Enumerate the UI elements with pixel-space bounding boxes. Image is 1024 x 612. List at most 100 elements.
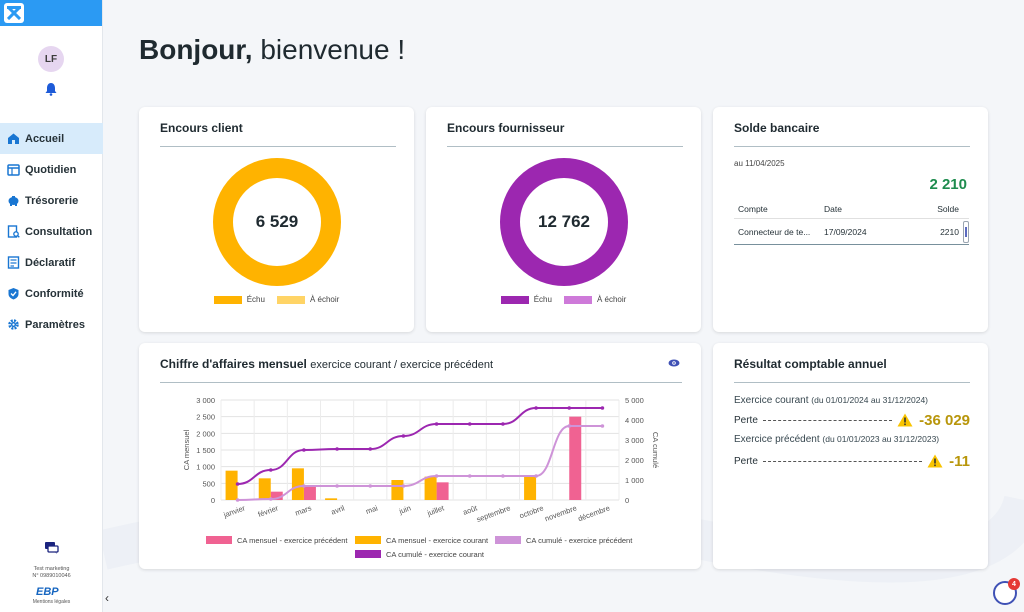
result-type: Perte (734, 414, 758, 426)
table-cell-compte: Connecteur de te... (738, 226, 811, 237)
y-tick-label: 0 (211, 496, 215, 505)
sidebar-item-conformite[interactable]: Conformité (0, 278, 103, 309)
sidebar-item-accueil[interactable]: Accueil (0, 123, 103, 154)
card-title: Résultat comptable annuel (734, 357, 887, 371)
table-row[interactable]: Connecteur de te... 17/09/2024 2210 (734, 219, 969, 245)
sidebar-item-parametres[interactable]: Paramètres (0, 309, 103, 340)
shield-check-icon (8, 288, 19, 300)
legend-item-a-echoir[interactable]: À échoir (276, 295, 339, 304)
chiffre-affaires-card: Chiffre d'affaires mensuel exercice cour… (139, 343, 701, 569)
chat-icon[interactable] (44, 541, 59, 555)
greeting-rest: bienvenue ! (252, 34, 406, 65)
data-point (302, 448, 306, 452)
page-title: Bonjour, bienvenue ! (139, 34, 405, 66)
y-tick-label: 2 000 (196, 429, 215, 438)
bar (391, 480, 404, 500)
result-amount: -11 (949, 452, 970, 470)
data-point (567, 424, 572, 428)
legend-item-echu[interactable]: Échu (500, 295, 552, 304)
document-search-icon (7, 225, 20, 238)
bar (258, 478, 271, 500)
x-tick-label: février (257, 503, 280, 519)
result-type: Perte (734, 455, 758, 467)
legal-mentions-link[interactable]: Mentions légales (32, 599, 71, 605)
legend-item-echu[interactable]: Échu (213, 295, 265, 304)
y-right-tick-label: 0 (625, 496, 629, 505)
legend-label: CA cumulé - exercice courant (386, 550, 485, 559)
encours-fournisseur-donut[interactable]: 12 762 (499, 157, 629, 287)
data-point (368, 484, 373, 488)
table-cell-date: 17/09/2024 (824, 226, 867, 237)
home-icon (8, 133, 19, 144)
ca-chart: 0 500 1 000 1 500 2 000 2 500 3 000 0 1 000 2 000… (182, 396, 660, 559)
divider (160, 382, 682, 383)
y-right-tick-label: 1 000 (625, 476, 644, 485)
data-point (235, 498, 240, 502)
bar (424, 476, 437, 500)
data-point (268, 468, 273, 472)
eye-icon[interactable] (668, 359, 680, 367)
sidebar-item-declaratif[interactable]: Déclaratif (0, 247, 103, 278)
data-point (467, 474, 472, 478)
data-point (501, 422, 505, 426)
legend-swatch (213, 295, 242, 304)
bar (225, 470, 238, 500)
y-tick-label: 500 (202, 479, 215, 488)
sidebar-item-label: Paramètres (25, 318, 85, 331)
encours-client-donut[interactable]: 6 529 (212, 157, 342, 287)
chart-subtitle: exercice courant / exercice précédent (310, 359, 494, 371)
y-right-tick-label: 3 000 (625, 436, 644, 445)
calendar-icon (7, 164, 20, 176)
collapse-sidebar-button[interactable]: ‹ (105, 591, 109, 605)
notification-badge: 4 (1008, 578, 1020, 590)
table-cell-solde: 2210 (940, 226, 959, 237)
exercice-courant-line: Perte -36 029 (734, 411, 970, 429)
series-line (237, 407, 603, 485)
sidebar-item-consultation[interactable]: Consultation (0, 216, 103, 247)
y-axis-label: CA mensuel (182, 429, 191, 470)
avatar[interactable]: LF (38, 46, 64, 72)
bell-icon[interactable] (44, 82, 58, 96)
column-header[interactable]: Solde (937, 203, 959, 214)
data-point (534, 406, 538, 410)
legend-label: Échu (533, 295, 552, 304)
app-logo[interactable] (4, 3, 24, 23)
warning-icon (927, 454, 943, 468)
gear-icon (8, 319, 19, 330)
sidebar-item-label: Conformité (25, 287, 84, 300)
data-point (434, 422, 439, 426)
chart-title: Chiffre d'affaires mensuel (160, 357, 307, 371)
y-tick-label: 1 500 (196, 446, 215, 455)
y-tick-label: 1 000 (196, 463, 215, 472)
result-amount: -36 029 (919, 411, 970, 429)
legend-label: CA mensuel - exercice courant (386, 536, 489, 545)
chat-assistant-button[interactable]: 4 (993, 578, 1020, 605)
x-tick-label: septembre (475, 503, 511, 524)
sidebar-item-tresorerie[interactable]: Trésorerie (0, 185, 103, 216)
y-tick-label: 3 000 (196, 396, 215, 405)
y-right-axis-label: CA cumulé (651, 432, 660, 468)
sidebar: LF Accueil Quotidien Trésorerie Consulta… (0, 0, 103, 612)
exercice-label: Exercice courant (734, 395, 809, 406)
sidebar-item-quotidien[interactable]: Quotidien (0, 154, 103, 185)
y-tick-label: 2 500 (196, 413, 215, 422)
bar (569, 416, 582, 500)
data-point (534, 474, 538, 478)
bar (303, 485, 316, 500)
card-title: Encours client (160, 121, 243, 135)
data-point (335, 484, 339, 488)
x-tick-label: décembre (577, 503, 611, 523)
data-point (302, 484, 306, 488)
donut-legend: Échu À échoir (139, 295, 414, 304)
table-scrollbar[interactable] (963, 220, 969, 243)
data-point (401, 434, 406, 438)
data-point (401, 484, 406, 488)
x-tick-label: janvier (221, 503, 246, 520)
y-right-tick-label: 4 000 (625, 416, 644, 425)
column-header[interactable]: Date (824, 203, 842, 214)
column-header[interactable]: Compte (738, 203, 768, 214)
legend-item-a-echoir[interactable]: À échoir (563, 295, 626, 304)
legend-label: CA mensuel - exercice précédent (237, 536, 348, 545)
company-number: N° 0989010046 (32, 573, 71, 579)
company-info: Test marketing N° 0989010046 (0, 566, 103, 580)
